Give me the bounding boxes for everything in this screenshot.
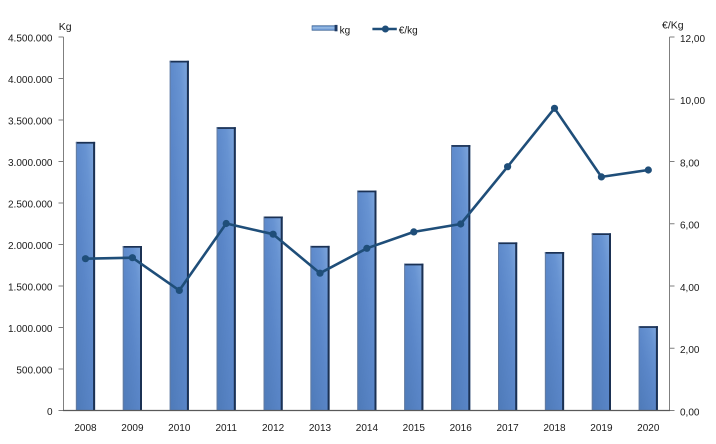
svg-text:8,00: 8,00 (680, 158, 700, 169)
svg-text:1.500.000: 1.500.000 (8, 283, 53, 294)
svg-text:2,00: 2,00 (680, 345, 700, 356)
svg-text:2.000.000: 2.000.000 (8, 241, 53, 252)
svg-text:2008: 2008 (74, 423, 97, 434)
svg-text:2019: 2019 (590, 423, 613, 434)
svg-text:2017: 2017 (496, 423, 519, 434)
svg-text:2011: 2011 (215, 423, 237, 434)
svg-text:3.500.000: 3.500.000 (8, 117, 53, 128)
svg-text:0: 0 (47, 407, 53, 418)
svg-text:kg: kg (340, 26, 351, 37)
svg-text:3.000.000: 3.000.000 (8, 158, 53, 169)
svg-text:2020: 2020 (637, 423, 660, 434)
svg-text:2.500.000: 2.500.000 (8, 200, 53, 211)
svg-text:€/Kg: €/Kg (662, 20, 684, 32)
svg-text:500.000: 500.000 (16, 366, 53, 377)
svg-text:10,00: 10,00 (680, 96, 705, 107)
svg-text:2009: 2009 (121, 423, 144, 434)
svg-text:0,00: 0,00 (680, 407, 700, 418)
svg-text:2014: 2014 (356, 423, 379, 434)
svg-text:€/kg: €/kg (399, 26, 418, 37)
svg-text:4,00: 4,00 (680, 283, 700, 294)
svg-text:2015: 2015 (403, 423, 426, 434)
svg-text:4.000.000: 4.000.000 (8, 75, 53, 86)
svg-text:2010: 2010 (168, 423, 191, 434)
svg-text:6,00: 6,00 (680, 221, 700, 232)
svg-text:2018: 2018 (543, 423, 566, 434)
svg-text:2013: 2013 (309, 423, 332, 434)
svg-text:1.000.000: 1.000.000 (8, 324, 53, 335)
svg-text:4.500.000: 4.500.000 (8, 34, 53, 45)
svg-text:2012: 2012 (262, 423, 285, 434)
svg-text:Kg: Kg (59, 21, 72, 33)
svg-text:2016: 2016 (450, 423, 473, 434)
svg-text:12,00: 12,00 (680, 34, 705, 45)
